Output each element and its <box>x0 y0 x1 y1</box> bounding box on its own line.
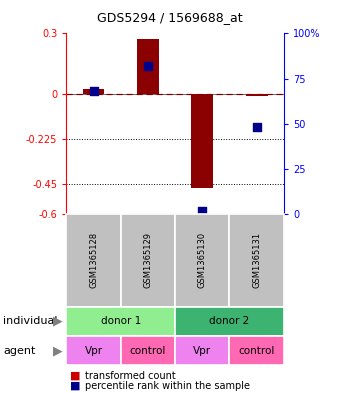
Text: ▶: ▶ <box>53 344 63 357</box>
Text: individual: individual <box>3 316 58 326</box>
Bar <box>191 94 213 188</box>
Text: GSM1365131: GSM1365131 <box>252 232 261 288</box>
Text: donor 1: donor 1 <box>101 316 141 326</box>
Text: GSM1365128: GSM1365128 <box>89 232 98 288</box>
Text: control: control <box>239 346 275 356</box>
Text: GDS5294 / 1569688_at: GDS5294 / 1569688_at <box>97 11 243 24</box>
Bar <box>246 94 268 95</box>
Text: GSM1365130: GSM1365130 <box>198 232 207 288</box>
Point <box>254 124 259 130</box>
Text: agent: agent <box>3 346 36 356</box>
Text: control: control <box>130 346 166 356</box>
Text: Vpr: Vpr <box>84 346 103 356</box>
Bar <box>83 89 104 94</box>
Text: percentile rank within the sample: percentile rank within the sample <box>85 381 250 391</box>
Text: GSM1365129: GSM1365129 <box>143 232 152 288</box>
Point <box>145 63 151 69</box>
Text: ■: ■ <box>70 371 80 381</box>
Text: ■: ■ <box>70 381 80 391</box>
Point <box>91 88 96 94</box>
Text: transformed count: transformed count <box>85 371 176 381</box>
Bar <box>137 39 159 94</box>
Text: donor 2: donor 2 <box>209 316 250 326</box>
Text: Vpr: Vpr <box>193 346 211 356</box>
Point <box>200 208 205 214</box>
Text: ▶: ▶ <box>53 315 63 328</box>
